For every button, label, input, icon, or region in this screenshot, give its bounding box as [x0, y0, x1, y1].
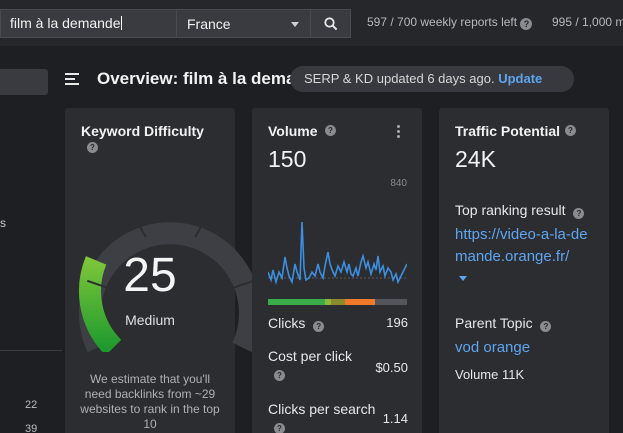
tp-value: 24K: [455, 146, 496, 172]
sidebar-text-fragment: s: [0, 216, 6, 230]
volume-card: Volume ? 150 840 Clicks ? 196 Cost per c…: [252, 108, 422, 433]
kd-level: Medium: [125, 312, 175, 328]
clicks-value: 196: [386, 315, 408, 330]
clicks-segment: [268, 299, 325, 305]
country-select[interactable]: France: [176, 9, 311, 38]
serp-update-notice: SERP & KD updated 6 days ago. Update: [290, 66, 574, 92]
quota-text: 597 / 700 weekly reports left: [367, 15, 518, 29]
help-icon[interactable]: ?: [325, 125, 336, 136]
chevron-down-icon: [291, 22, 299, 27]
parent-topic-label: Parent Topic ?: [455, 315, 552, 332]
chevron-down-icon[interactable]: [459, 276, 467, 281]
clicks-per-search-row: Clicks per search ? 1.14: [268, 401, 408, 433]
help-icon[interactable]: ?: [540, 321, 552, 332]
search-icon: [324, 17, 338, 31]
volume-trend-chart: [268, 221, 407, 286]
clicks-segment: [375, 299, 407, 305]
text-cursor: [120, 16, 122, 30]
country-select-value: France: [187, 16, 231, 32]
help-icon[interactable]: ?: [573, 208, 585, 219]
search-button[interactable]: [311, 9, 351, 38]
top-ranking-result-link[interactable]: https://video-a-la-demande.orange.fr/: [455, 226, 588, 265]
sidebar-divider: [0, 350, 62, 351]
tp-title: Traffic Potential: [455, 123, 561, 139]
volume-trend-line: [268, 221, 407, 286]
clicks-segment: [325, 299, 331, 305]
keyword-difficulty-card: Keyword Difficulty ? 25 Medium We estima…: [65, 108, 261, 433]
help-icon[interactable]: ?: [313, 321, 325, 332]
cpc-value: $0.50: [375, 360, 408, 375]
help-icon[interactable]: ?: [520, 18, 533, 30]
weekly-reports-quota: 597 / 700 weekly reports left ?: [367, 15, 533, 30]
top-bar: film à la demande France 597 / 700 weekl…: [0, 0, 623, 46]
serp-status-text: SERP & KD updated 6 days ago.: [304, 71, 495, 86]
traffic-potential-card: Traffic Potential ? 24K Top ranking resu…: [439, 108, 609, 433]
more-options-icon[interactable]: [397, 125, 400, 140]
sidebar-row-number: 39: [25, 423, 38, 433]
cps-value: 1.14: [382, 411, 408, 426]
volume-value: 150: [268, 146, 307, 172]
menu-icon[interactable]: [65, 73, 79, 85]
kd-gauge-fill: [79, 256, 122, 352]
clicks-label: Clicks: [268, 315, 306, 331]
kd-title: Keyword Difficulty: [81, 123, 204, 139]
parent-topic-label-text: Parent Topic: [455, 315, 533, 331]
clicks-segment: [345, 299, 375, 305]
clicks-distribution-bar: [268, 299, 407, 305]
update-link[interactable]: Update: [498, 71, 543, 86]
top-ranking-result-label: Top ranking result ?: [455, 202, 585, 219]
parent-topic-link[interactable]: vod orange: [455, 339, 531, 356]
cost-per-click-row: Cost per click ? $0.50: [268, 348, 408, 381]
top-ranking-label-text: Top ranking result: [455, 202, 566, 218]
help-icon[interactable]: ?: [274, 370, 285, 381]
cps-label: Clicks per search: [268, 401, 376, 417]
help-icon[interactable]: ?: [87, 142, 98, 153]
parent-topic-volume: Volume 11K: [455, 367, 525, 382]
volume-chart-max: 840: [390, 178, 407, 189]
keyword-search-input[interactable]: film à la demande: [0, 9, 176, 38]
sidebar-input[interactable]: [0, 69, 48, 95]
clicks-row: Clicks ? 196: [268, 315, 408, 332]
search-input-value: film à la demande: [10, 15, 121, 31]
cpc-label: Cost per click: [268, 348, 353, 364]
volume-title: Volume: [268, 123, 318, 139]
page-title: Overview: film à la demande: [97, 69, 297, 88]
kd-estimate: We estimate that you'll need backlinks f…: [80, 372, 220, 431]
help-icon[interactable]: ?: [274, 423, 285, 433]
kd-value: 25: [123, 249, 177, 302]
monthly-quota: 995 / 1,000 m: [552, 15, 623, 29]
sidebar-row-number: 22: [25, 399, 38, 411]
help-icon[interactable]: ?: [565, 125, 576, 136]
clicks-segment: [331, 299, 345, 305]
kd-gauge: [79, 212, 261, 352]
